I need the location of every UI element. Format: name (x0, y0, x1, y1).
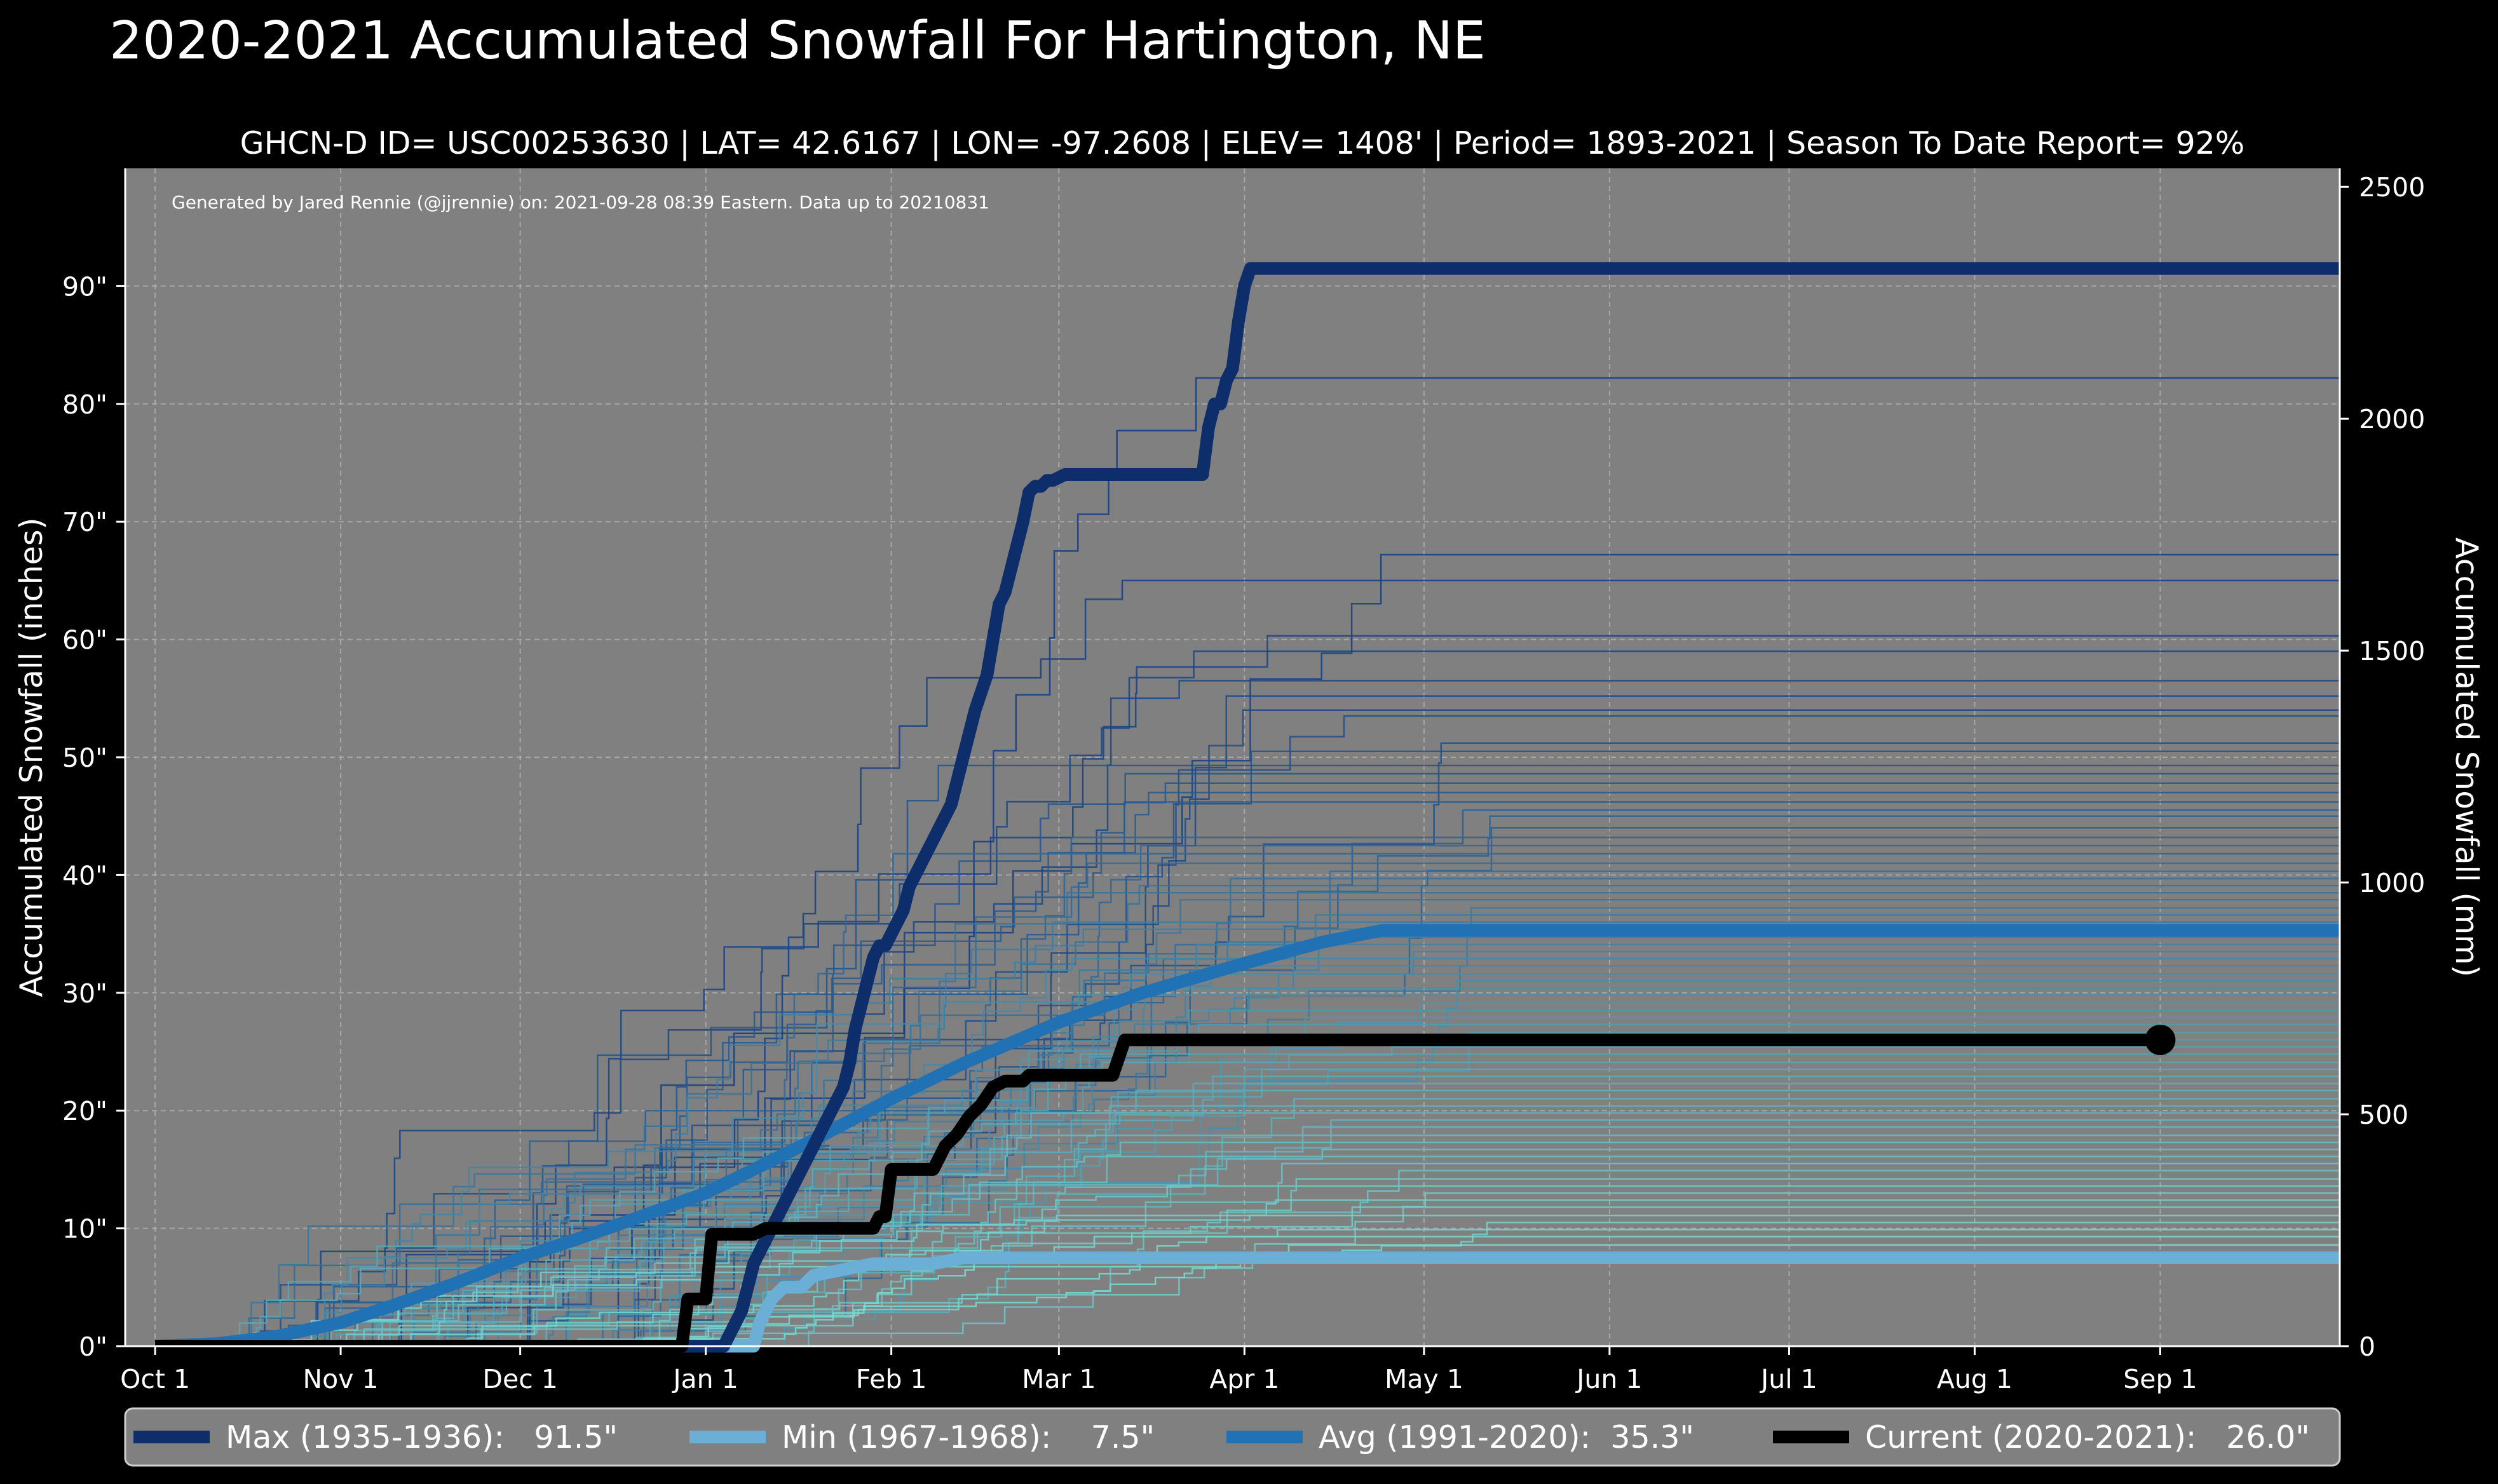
y-right-tick-label: 0 (2359, 1332, 2375, 1362)
x-tick-label: Oct 1 (120, 1364, 190, 1394)
y-left-tick-label: 20" (62, 1096, 107, 1126)
historical-season-line (155, 899, 2340, 1347)
historical-season-line (155, 1134, 2340, 1347)
historical-season-line (155, 1185, 2340, 1347)
historical-season-line (155, 1192, 2340, 1347)
y-left-tick-label: 40" (62, 860, 107, 891)
historical-season-line (155, 772, 2340, 1347)
legend-label: Min (1967-1968): 7.5" (782, 1419, 1155, 1455)
chart-title: 2020-2021 Accumulated Snowfall For Harti… (109, 11, 1486, 71)
historical-season-line (155, 1089, 2340, 1347)
chart-subtitle: GHCN-D ID= USC00253630 | LAT= 42.6167 | … (240, 125, 2245, 161)
historical-season-line (155, 377, 2340, 1347)
x-tick-label: Dec 1 (482, 1364, 557, 1394)
historical-season-line (155, 964, 2340, 1347)
x-tick-label: Jan 1 (671, 1364, 738, 1394)
historical-season-line (155, 742, 2340, 1347)
y-right-tick-label: 500 (2359, 1100, 2408, 1130)
y-left-tick-label: 0" (79, 1332, 107, 1362)
historical-season-line (155, 943, 2340, 1347)
historical-season-line (155, 650, 2340, 1347)
y-right-tick-label: 1500 (2359, 636, 2425, 666)
historical-season-line (155, 928, 2340, 1347)
x-tick-label: Jun 1 (1575, 1364, 1642, 1394)
y-left-tick-label: 60" (62, 625, 107, 656)
y-left-tick-label: 90" (62, 271, 107, 302)
historical-season-line (155, 715, 2340, 1347)
series-line-max-1935-1936 (155, 262, 2340, 1352)
x-tick-label: Aug 1 (1937, 1364, 2013, 1394)
legend: Max (1935-1936): 91.5" Min (1967-1968): 7… (124, 1407, 2341, 1467)
highlight-series (154, 262, 2340, 1352)
legend-label: Max (1935-1936): 91.5" (226, 1419, 618, 1455)
credit-note: Generated by Jared Rennie (@jjrennie) on… (172, 192, 989, 213)
historical-season-line (155, 792, 2340, 1347)
x-axis-ticks: Oct 1 Nov 1 Dec 1 Jan 1 Feb 1 Mar 1 Apr 1 May 1… (120, 1346, 2197, 1394)
historical-season-line (155, 1039, 2340, 1347)
y-left-tick-label: 10" (62, 1214, 107, 1245)
y-left-tick-label: 30" (62, 978, 107, 1009)
x-tick-label: May 1 (1385, 1364, 1463, 1394)
y-axis-left-label: Accumulated Snowfall (inches) (13, 518, 50, 997)
y-left-tick-label: 80" (62, 389, 107, 420)
historical-season-line (155, 1076, 2340, 1347)
historical-season-line (155, 1214, 2340, 1347)
historical-season-line (155, 877, 2340, 1347)
y-left-tick-label: 50" (62, 743, 107, 773)
x-tick-label: Sep 1 (2123, 1364, 2197, 1394)
historical-season-line (155, 1222, 2340, 1347)
historical-season-line (155, 936, 2340, 1347)
historical-season-line (155, 1046, 2340, 1347)
historical-season-line (155, 680, 2340, 1347)
historical-season-line (155, 1149, 2340, 1347)
x-tick-label: Jul 1 (1759, 1364, 1817, 1394)
series-line-avg-1991-2020 (154, 924, 2340, 1352)
y-right-tick-label: 2500 (2359, 172, 2425, 203)
historical-season-line (155, 853, 2340, 1347)
historical-season-line (155, 1199, 2340, 1347)
x-tick-label: Apr 1 (1209, 1364, 1279, 1394)
y-right-tick-label: 2000 (2359, 404, 2425, 435)
x-tick-label: Feb 1 (856, 1364, 927, 1394)
series-line-min-1967-1968 (155, 1251, 2340, 1352)
y-right-tick-label: 1000 (2359, 868, 2425, 898)
x-tick-label: Nov 1 (303, 1364, 379, 1394)
current-season-endpoint (2145, 1024, 2176, 1055)
historical-season-line (155, 1002, 2340, 1347)
y-axis-left-ticks: 0" 10" 20" 30" 40" 50" 60" 70" 80" 90" (62, 271, 125, 1362)
historical-season-line (155, 1105, 2340, 1347)
series-line-current-2020-2021 (155, 1034, 2161, 1352)
y-axis-right-ticks: 0 500 1000 1500 2000 2500 (2340, 172, 2425, 1362)
legend-label: Avg (1991-2020): 35.3" (1319, 1419, 1694, 1455)
x-tick-label: Mar 1 (1022, 1364, 1096, 1394)
historical-season-line (155, 1053, 2340, 1347)
historical-season-line (155, 695, 2340, 1347)
y-axis-right-label: Accumulated Snowfall (mm) (2448, 537, 2485, 977)
y-left-tick-label: 70" (62, 507, 107, 537)
legend-label: Current (2020-2021): 26.0" (1865, 1419, 2310, 1455)
